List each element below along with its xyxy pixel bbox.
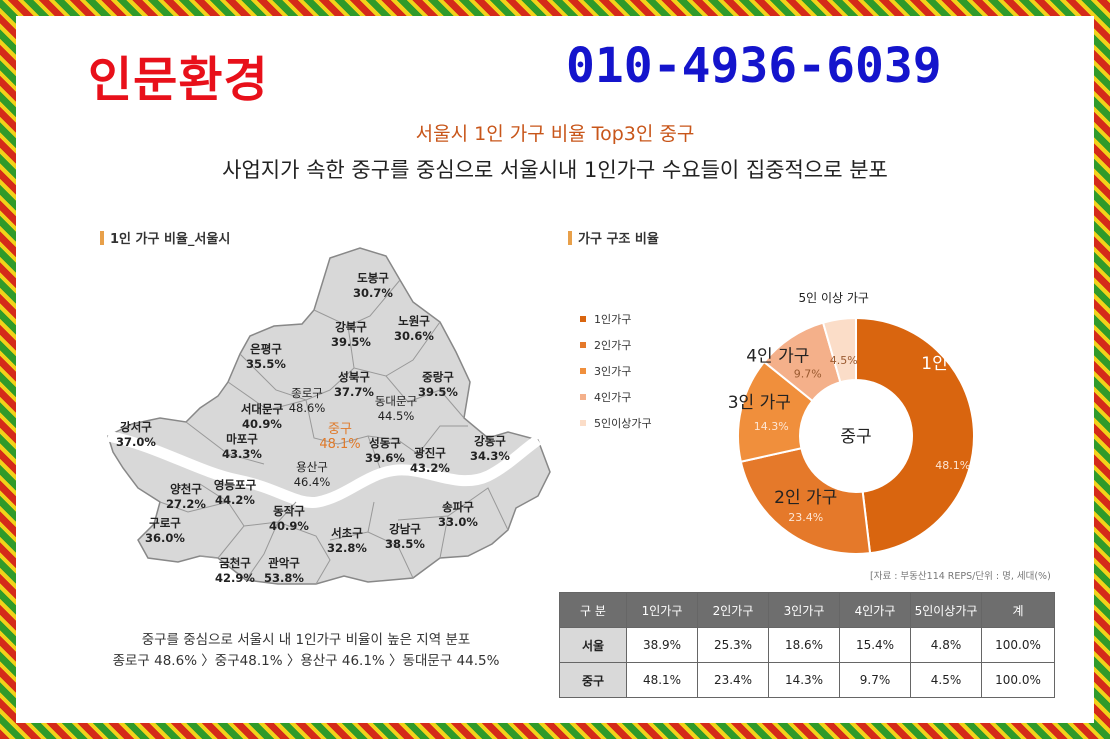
table-cell: 4.5%	[910, 662, 982, 698]
table-row-header: 서울	[559, 627, 627, 663]
district-borders	[159, 279, 509, 585]
legend-swatch	[580, 316, 586, 322]
district-eunpyeong: 은평구 35.5%	[246, 342, 286, 371]
table-header-cell: 계	[981, 592, 1055, 628]
map-caption: 중구를 중심으로 서울시 내 1인가구 비율이 높은 지역 분포 종로구 48.…	[86, 630, 526, 672]
legend-swatch	[580, 420, 586, 426]
legend-item: 5인이상가구	[580, 410, 652, 436]
district-yeongdeungpo: 영등포구 44.2%	[213, 478, 257, 507]
district-gangbuk: 강북구 39.5%	[331, 320, 371, 349]
table-header-cell: 2인가구	[697, 592, 769, 628]
district-dongjak: 동작구 40.9%	[269, 504, 309, 533]
district-mapo: 마포구 43.3%	[222, 432, 262, 461]
district-gangdong: 강동구 34.3%	[470, 434, 510, 463]
table-cell: 14.3%	[768, 662, 840, 698]
pie-slice-label: 2인 가구	[774, 488, 837, 508]
map-caption-line2: 종로구 48.6% 〉중구48.1% 〉용산구 46.1% 〉동대문구 44.5…	[112, 653, 500, 669]
legend-label: 1인가구	[594, 313, 632, 326]
legend-label: 3인가구	[594, 365, 632, 378]
legend-item: 4인가구	[580, 384, 652, 410]
district-gangnam: 강남구 38.5%	[385, 522, 425, 551]
pie-value-label: 23.4%	[788, 511, 823, 524]
pie-slice-label: 3인 가구	[728, 393, 791, 413]
table-cell: 100.0%	[981, 627, 1055, 663]
legend-item: 1인가구	[580, 306, 652, 332]
legend-item: 2인가구	[580, 332, 652, 358]
legend-swatch	[580, 394, 586, 400]
district-dongdaemun: 동대문구 44.5%	[374, 394, 418, 423]
district-geumcheon: 금천구 42.9%	[215, 556, 255, 585]
household-table: 구 분 1인가구 2인가구 3인가구 4인가구 5인이상가구 계 서울 38.9…	[559, 592, 1055, 698]
table-header-row: 구 분 1인가구 2인가구 3인가구 4인가구 5인이상가구 계	[559, 592, 1055, 628]
pie-slice	[855, 316, 975, 555]
table-header-cell: 4인가구	[839, 592, 911, 628]
district-seongbuk: 성북구 37.7%	[334, 370, 374, 399]
map-section-title: 1인 가구 비율_서울시	[100, 228, 230, 247]
table-header-cell: 1인가구	[626, 592, 698, 628]
legend-label: 2인가구	[594, 339, 632, 352]
pie-slice-label: 1인 가구	[921, 354, 984, 374]
table-header-cell: 구 분	[559, 592, 627, 628]
table-row: 중구 48.1% 23.4% 14.3% 9.7% 4.5% 100.0%	[559, 662, 1055, 698]
district-gangseo: 강서구 37.0%	[116, 420, 156, 449]
district-seodaemun: 서대문구 40.9%	[240, 402, 284, 431]
pie-slice	[821, 316, 857, 384]
han-river	[106, 430, 542, 509]
table-header-cell: 3인가구	[768, 592, 840, 628]
pie-value-label: 48.1%	[935, 459, 970, 472]
district-dobong: 도봉구 30.7%	[353, 271, 393, 300]
source-note: [자료 : 부동산114 REPS/단위 : 명, 세대(%)	[870, 571, 1051, 582]
page-title: 서울시 1인 가구 비율 Top3인 중구	[415, 123, 695, 145]
pie-center-label: 중구	[840, 427, 871, 447]
table-header-cell: 5인이상가구	[910, 592, 982, 628]
legend-label: 4인가구	[594, 391, 632, 404]
phone-number: 010-4936-6039	[566, 38, 942, 94]
map-caption-line1: 중구를 중심으로 서울시 내 1인가구 비율이 높은 지역 분포	[141, 632, 471, 648]
pie-value-label: 9.7%	[794, 368, 822, 381]
district-guro: 구로구 36.0%	[145, 516, 185, 545]
legend-item: 3인가구	[580, 358, 652, 384]
pie-value-label: 4.5%	[830, 354, 858, 367]
district-seocho: 서초구 32.8%	[327, 526, 367, 555]
district-gwanak: 관악구 53.8%	[264, 556, 304, 585]
table-cell: 4.8%	[910, 627, 982, 663]
structure-section-title: 가구 구조 비율	[568, 228, 659, 247]
table-cell: 38.9%	[626, 627, 698, 663]
table-cell: 23.4%	[697, 662, 769, 698]
table-cell: 18.6%	[768, 627, 840, 663]
table-cell: 48.1%	[626, 662, 698, 698]
legend-swatch	[580, 342, 586, 348]
district-seongdong: 성동구 39.6%	[365, 436, 405, 465]
table-row: 서울 38.9% 25.3% 18.6% 15.4% 4.8% 100.0%	[559, 627, 1055, 663]
content-panel: 인문환경 010-4936-6039 서울시 1인 가구 비율 Top3인 중구…	[16, 16, 1094, 723]
pie-legend: 1인가구 2인가구 3인가구 4인가구 5인이상가구	[580, 306, 652, 436]
district-nowon: 노원구 30.6%	[394, 314, 434, 343]
district-jungnang: 중랑구 39.5%	[418, 370, 458, 399]
table-cell: 15.4%	[839, 627, 911, 663]
pie-value-label: 14.3%	[754, 420, 789, 433]
district-gwangjin: 광진구 43.2%	[410, 446, 450, 475]
pie-slice-label: 5인 이상 가구	[799, 291, 869, 305]
district-yongsan: 용산구 46.4%	[293, 460, 331, 489]
district-songpa: 송파구 33.0%	[438, 500, 478, 529]
pie-slice-label: 4인 가구	[746, 347, 809, 367]
legend-label: 5인이상가구	[594, 417, 652, 430]
district-jongno: 종로구 48.6%	[288, 386, 326, 415]
district-yangcheon: 양천구 27.2%	[166, 482, 206, 511]
district-jung: 중구 48.1%	[319, 422, 361, 452]
seoul-map	[106, 247, 551, 585]
pie-slice	[739, 447, 872, 555]
legend-swatch	[580, 368, 586, 374]
brand-title: 인문환경	[88, 52, 269, 108]
page-subtitle: 사업지가 속한 중구를 중심으로 서울시내 1인가구 수요들이 집중적으로 분포	[222, 158, 888, 182]
table-cell: 100.0%	[981, 662, 1055, 698]
household-donut-chart: 48.1% 1인 가구 23.4% 2인 가구 14.3% 3인 가구9.7%4인 가구 4…	[728, 291, 984, 555]
table-cell: 9.7%	[839, 662, 911, 698]
table-row-header: 중구	[559, 662, 627, 698]
table-cell: 25.3%	[697, 627, 769, 663]
